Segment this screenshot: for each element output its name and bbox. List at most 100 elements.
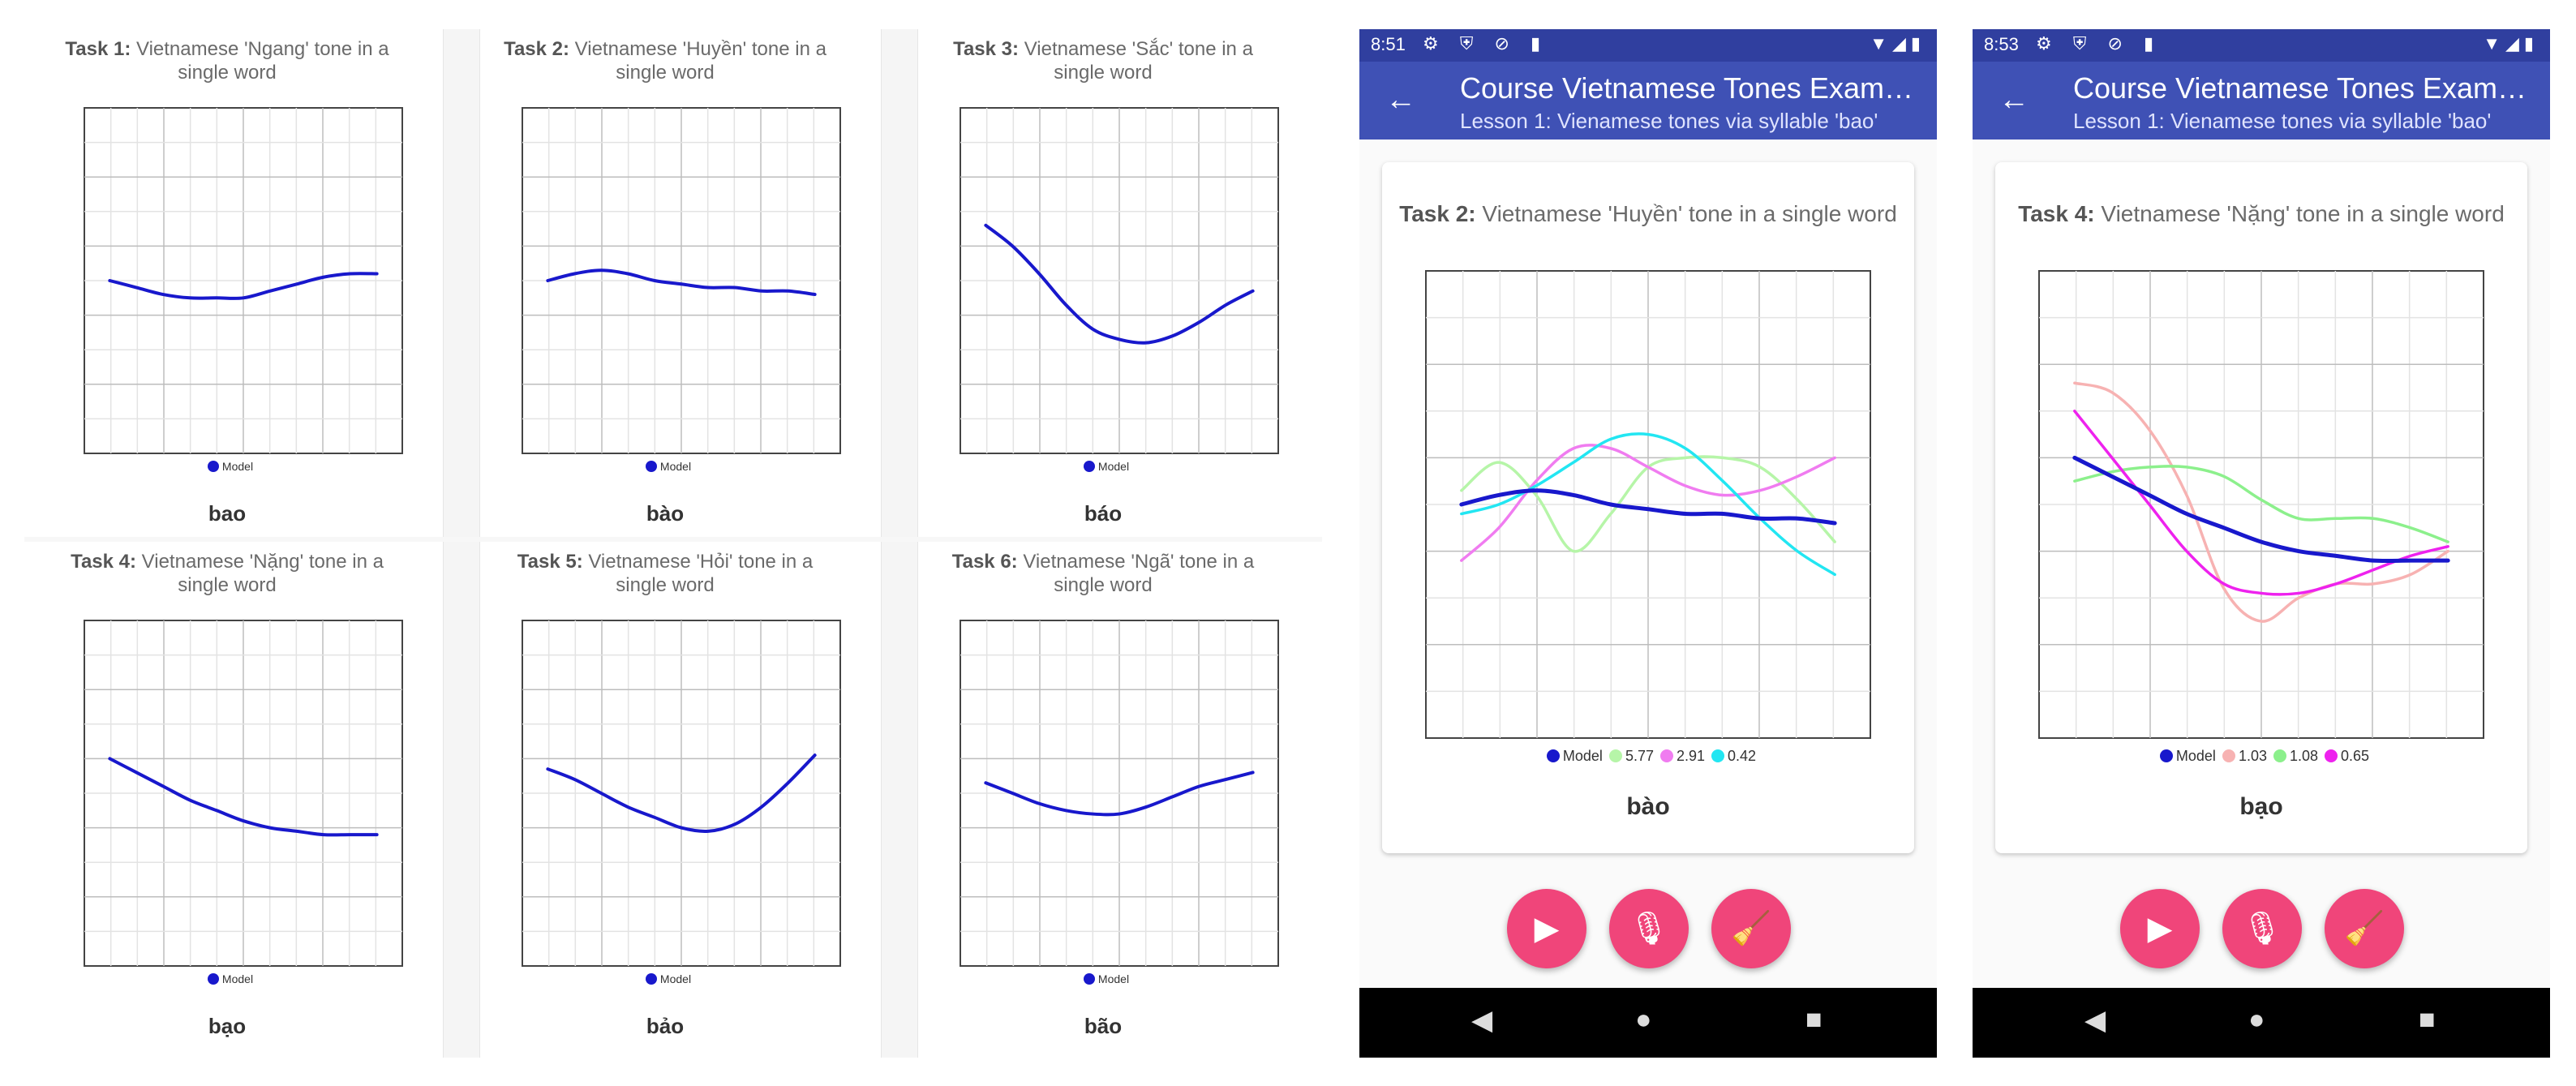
pitch-chart <box>2038 270 2484 739</box>
target-word: bão <box>1084 1014 1123 1038</box>
series-line-2-91 <box>1460 444 1836 562</box>
clear-button[interactable]: 🧹 <box>1711 889 1791 968</box>
legend-dot <box>2273 749 2286 762</box>
series-line-1-03 <box>2073 381 2449 623</box>
task-description: Vietnamese 'Sắc' tone in a single word <box>1024 38 1253 84</box>
task-label: Task 4: <box>2018 201 2095 226</box>
series-line-model <box>546 268 817 297</box>
recents-square-icon[interactable]: ■ <box>1805 1004 1823 1035</box>
app-title: Course Vietnamese Tones Examples <box>2073 71 2535 105</box>
status-icons: ⚙ ⛨ ⊘ ▮ <box>2036 33 2162 54</box>
legend-label: 0.65 <box>2341 748 2370 764</box>
home-circle-icon[interactable]: ● <box>1635 1004 1652 1035</box>
plot-grid <box>84 620 402 966</box>
legend-dot <box>1608 749 1622 762</box>
chart-legend: Model 1.03 1.08 0.65 <box>1995 748 2527 765</box>
legend-label: 5.77 <box>1625 748 1654 764</box>
system-nav-bar: ◀ ● ■ <box>1359 988 1937 1058</box>
task-card: Task 4: Vietnamese 'Nặng' tone in a sing… <box>1995 162 2527 853</box>
task-description: Vietnamese 'Huyền' tone in a single word <box>574 38 826 84</box>
back-triangle-icon[interactable]: ◀ <box>1471 1005 1493 1036</box>
status-time: 8:51 <box>1371 34 1406 54</box>
task-title: Task 2: Vietnamese 'Huyền' tone in a sin… <box>495 37 835 84</box>
back-triangle-icon[interactable]: ◀ <box>2084 1005 2106 1036</box>
task-card-2: Task 2: Vietnamese 'Huyền' tone in a sin… <box>462 29 868 537</box>
legend-dot <box>645 461 657 472</box>
record-button[interactable]: 🎙 <box>1609 889 1689 968</box>
legend-label: Model <box>659 972 692 985</box>
clear-button[interactable]: 🧹 <box>2325 889 2404 968</box>
legend-dot <box>1711 749 1725 762</box>
task-description: Vietnamese 'Ngã' tone in a single word <box>1023 551 1255 596</box>
target-word: bạo <box>208 1014 247 1038</box>
legend-dot <box>2159 749 2173 762</box>
series-line-model <box>108 757 379 837</box>
legend-label: 1.03 <box>2238 748 2267 764</box>
chart-legend: Model <box>24 460 430 473</box>
microphone-icon: 🎙 <box>1628 911 1670 946</box>
legend-dot <box>2325 749 2338 762</box>
arrow-left-icon[interactable]: ← <box>1385 83 1416 117</box>
play-button[interactable]: ▶ <box>2120 889 2200 968</box>
series-line-model <box>1459 488 1837 526</box>
chart-legend: Model <box>900 460 1306 473</box>
plot-grid <box>522 620 840 966</box>
legend-dot <box>1659 749 1673 762</box>
target-word: bảo <box>646 1014 685 1038</box>
phone-screen-1: 8:51 ⚙ ⛨ ⊘ ▮ ▼◢▮ ← Course Vietnamese Ton… <box>1359 29 1937 1058</box>
task-title: Task 3: Vietnamese 'Sắc' tone in a singl… <box>933 37 1273 84</box>
app-subtitle: Lesson 1: Vienamese tones via syllable '… <box>2073 109 2492 133</box>
task-card-6: Task 6: Vietnamese 'Ngã' tone in a singl… <box>900 542 1306 1050</box>
legend-label: Model <box>1562 748 1603 764</box>
app-bar: ← Course Vietnamese Tones Examples Lesso… <box>1359 62 1937 140</box>
pitch-chart <box>960 620 1279 967</box>
plot-grid <box>960 620 1278 966</box>
broom-icon: 🧹 <box>2344 911 2385 946</box>
system-nav-bar: ◀ ● ■ <box>1973 988 2550 1058</box>
legend-dot <box>207 973 219 985</box>
status-bar: 8:51 ⚙ ⛨ ⊘ ▮ ▼◢▮ <box>1359 29 1937 62</box>
recents-square-icon[interactable]: ■ <box>2419 1004 2436 1035</box>
task-title: Task 4: Vietnamese 'Nặng' tone in a sing… <box>1995 201 2527 227</box>
task-description: Vietnamese 'Ngang' tone in a single word <box>136 38 389 84</box>
legend-label: Model <box>659 460 692 473</box>
chart-legend: Model 5.77 2.91 0.42 <box>1382 748 1914 765</box>
chart-legend: Model <box>24 972 430 985</box>
chart-legend: Model <box>462 460 868 473</box>
arrow-left-icon[interactable]: ← <box>1999 83 2029 117</box>
legend-label: 1.08 <box>2289 748 2319 764</box>
record-button[interactable]: 🎙 <box>2222 889 2302 968</box>
task-card-5: Task 5: Vietnamese 'Hỏi' tone in a singl… <box>462 542 868 1050</box>
task-label: Task 1: <box>65 38 131 60</box>
series-line-model <box>2072 455 2450 564</box>
app-bar: ← Course Vietnamese Tones Examples Lesso… <box>1973 62 2550 140</box>
legend-label: Model <box>221 460 254 473</box>
legend-dot <box>645 973 657 985</box>
task-title: Task 1: Vietnamese 'Ngang' tone in a sin… <box>57 37 397 84</box>
status-bar: 8:53 ⚙ ⛨ ⊘ ▮ ▼◢▮ <box>1973 29 2550 62</box>
target-word: bào <box>1626 793 1670 820</box>
legend-label: 2.91 <box>1676 748 1706 764</box>
legend-label: Model <box>221 972 254 985</box>
target-word: bao <box>208 501 247 526</box>
chart-legend: Model <box>900 972 1306 985</box>
microphone-icon: 🎙 <box>2241 911 2283 946</box>
pitch-chart <box>84 107 403 454</box>
series-line-model <box>108 272 379 300</box>
pitch-chart <box>522 620 841 967</box>
home-circle-icon[interactable]: ● <box>2248 1004 2265 1035</box>
legend-label: Model <box>1097 460 1130 473</box>
legend-label: Model <box>2175 748 2216 764</box>
target-word: bạo <box>2239 793 2283 820</box>
play-button[interactable]: ▶ <box>1507 889 1586 968</box>
target-word: bào <box>646 501 685 526</box>
target-word: báo <box>1084 501 1123 526</box>
task-label: Task 3: <box>953 38 1020 60</box>
pitch-chart <box>960 107 1279 454</box>
play-icon: ▶ <box>1534 911 1560 946</box>
status-icons: ⚙ ⛨ ⊘ ▮ <box>1423 33 1549 54</box>
task-label: Task 2: <box>504 38 569 60</box>
task-card-3: Task 3: Vietnamese 'Sắc' tone in a singl… <box>900 29 1306 537</box>
legend-label: 0.42 <box>1728 748 1757 764</box>
row-separator <box>24 537 1322 542</box>
